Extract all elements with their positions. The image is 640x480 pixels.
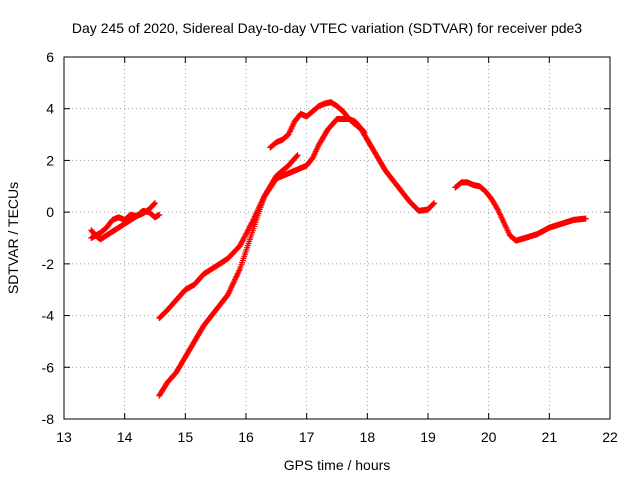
data-point [430,200,437,207]
data-point [293,153,300,160]
x-tick-label: 21 [542,429,558,445]
data-point [360,128,367,135]
y-tick-label: 0 [46,204,54,220]
x-tick-label: 18 [360,429,376,445]
data-point [582,215,589,222]
x-tick-label: 15 [178,429,194,445]
x-tick-label: 13 [56,429,72,445]
y-tick-label: 4 [46,101,54,117]
data-point [156,211,163,218]
y-tick-labels: -8 -6 -4 -2 0 2 4 6 [42,49,55,427]
data-point [151,200,158,207]
y-tick-label: -8 [42,411,55,427]
chart-title: Day 245 of 2020, Sidereal Day-to-day VTE… [72,20,582,36]
x-tick-label: 17 [299,429,315,445]
x-axis-label: GPS time / hours [284,457,391,473]
series-arc-2 [88,207,163,241]
data-point [294,152,301,159]
series-arc-6 [452,179,589,244]
y-tick-label: 6 [46,49,54,65]
y-tick-label: 2 [46,152,54,168]
y-axis-label: SDTVAR / TECUs [5,182,21,294]
y-tick-label: -6 [42,359,55,375]
series-arc-4 [156,152,301,399]
plot-frame [63,56,611,420]
data-point [431,200,438,207]
ticks [63,56,611,420]
series-arc-5 [267,99,368,151]
x-tick-label: 16 [238,429,254,445]
data-point [152,200,158,207]
x-tick-label: 20 [481,429,497,445]
data-points [88,99,589,399]
y-tick-label: -4 [42,308,55,324]
x-tick-label: 14 [117,429,133,445]
data-point [361,128,368,135]
x-tick-label: 22 [602,429,618,445]
x-tick-label: 19 [420,429,436,445]
x-tick-labels: 13 14 15 16 17 18 19 20 21 22 [56,429,618,445]
y-tick-label: -2 [42,256,55,272]
series-arc-3 [156,116,438,322]
